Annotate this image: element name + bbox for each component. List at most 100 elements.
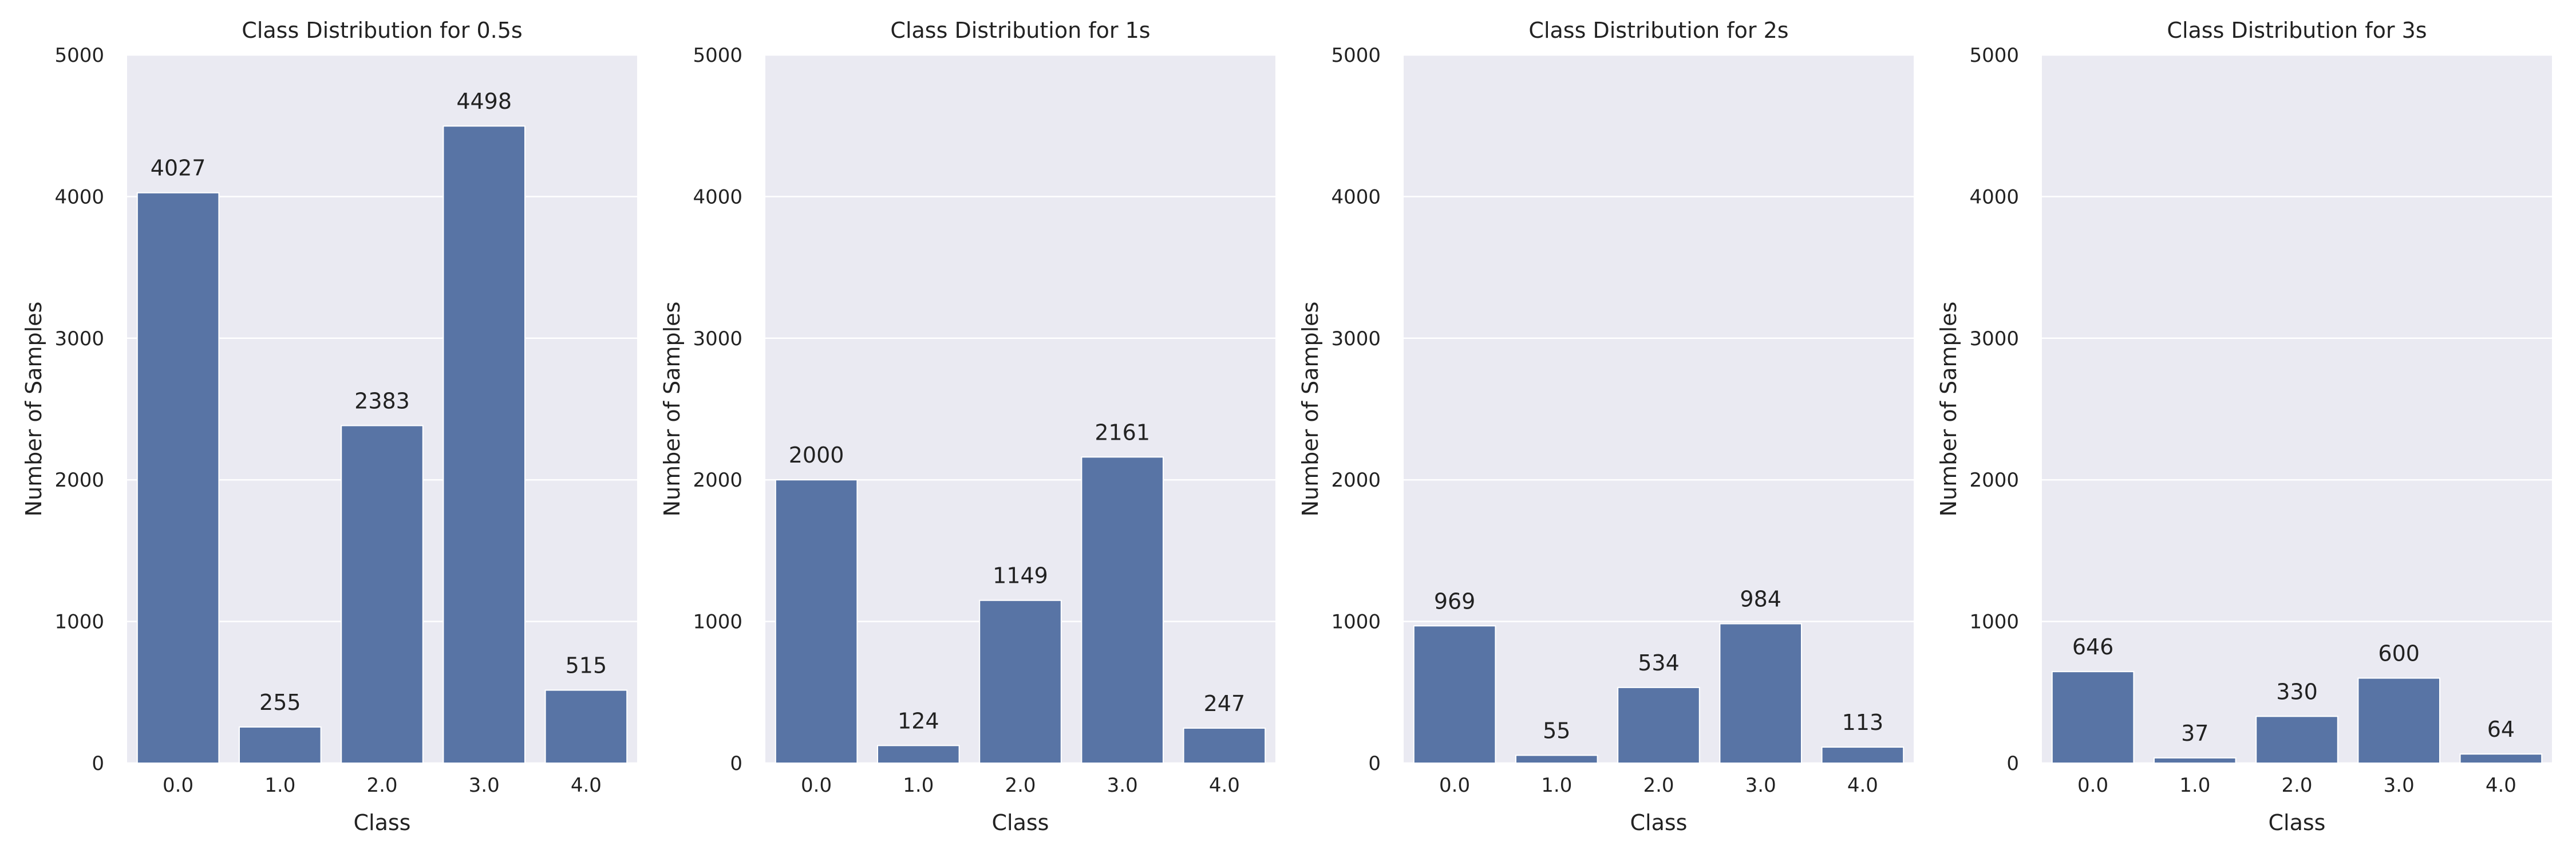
x-tick-label: 2.0 xyxy=(1643,774,1674,797)
data-label: 124 xyxy=(898,708,939,733)
y-tick-label: 3000 xyxy=(1331,327,1381,350)
bar xyxy=(2051,671,2135,764)
bar xyxy=(1617,686,1700,764)
x-tick-label: 3.0 xyxy=(1745,774,1776,797)
bar xyxy=(544,689,628,764)
y-tick-label: 4000 xyxy=(54,185,104,208)
x-tick-label: 0.0 xyxy=(1439,774,1470,797)
data-label: 2161 xyxy=(1095,420,1150,445)
data-label: 515 xyxy=(566,653,607,678)
bar xyxy=(341,425,424,764)
x-tick-label: 0.0 xyxy=(2077,774,2108,797)
y-tick-label: 1000 xyxy=(1331,611,1381,634)
bar xyxy=(877,745,960,764)
x-tick-label: 2.0 xyxy=(2281,774,2312,797)
y-tick-label: 5000 xyxy=(1969,44,2019,67)
bar xyxy=(1183,727,1266,764)
chart-title: Class Distribution for 2s xyxy=(1528,18,1788,43)
x-tick-label: 1.0 xyxy=(903,774,934,797)
y-tick-label: 3000 xyxy=(693,327,742,350)
y-tick-label: 4000 xyxy=(1331,185,1381,208)
y-axis-label: Number of Samples xyxy=(1936,302,1961,517)
data-label: 247 xyxy=(1204,691,1246,716)
bar xyxy=(239,726,322,764)
y-tick-label: 5000 xyxy=(1331,44,1381,67)
data-label: 55 xyxy=(1543,718,1570,743)
x-axis-label: Class xyxy=(354,810,411,835)
chart-title: Class Distribution for 3s xyxy=(2167,18,2427,43)
x-tick-label: 1.0 xyxy=(2179,774,2210,797)
data-label: 969 xyxy=(1434,589,1476,614)
x-tick-label: 1.0 xyxy=(1541,774,1572,797)
data-label: 4027 xyxy=(151,156,206,181)
y-tick-label: 5000 xyxy=(693,44,742,67)
bar xyxy=(775,479,858,764)
y-tick-label: 5000 xyxy=(54,44,104,67)
data-label: 4498 xyxy=(456,89,512,114)
bar xyxy=(2357,677,2440,764)
y-tick-label: 1000 xyxy=(693,611,742,634)
y-tick-label: 0 xyxy=(92,752,104,775)
chart-title: Class Distribution for 0.5s xyxy=(242,18,522,43)
x-axis-label: Class xyxy=(992,810,1049,835)
chart-panel-2: 0 1000 2000 3000 4000 5000 969 0.0 55 1.0 534 2.0 98… xyxy=(1298,18,1914,835)
x-tick-label: 3.0 xyxy=(469,774,500,797)
bar xyxy=(2255,716,2338,764)
y-tick-label: 3000 xyxy=(54,327,104,350)
x-axis-label: Class xyxy=(2269,810,2326,835)
bar xyxy=(442,125,526,764)
data-label: 646 xyxy=(2072,634,2114,659)
data-label: 534 xyxy=(1638,650,1680,676)
y-tick-label: 4000 xyxy=(693,185,742,208)
y-tick-label: 2000 xyxy=(54,469,104,492)
y-tick-label: 0 xyxy=(1368,752,1381,775)
y-tick-label: 0 xyxy=(2006,752,2019,775)
y-tick-label: 4000 xyxy=(1969,185,2019,208)
y-tick-label: 2000 xyxy=(1969,469,2019,492)
data-label: 984 xyxy=(1740,587,1781,612)
x-tick-label: 4.0 xyxy=(571,774,602,797)
bar xyxy=(2154,757,2237,764)
x-tick-label: 3.0 xyxy=(1107,774,1138,797)
x-tick-label: 0.0 xyxy=(801,774,832,797)
bar xyxy=(2459,753,2543,764)
x-tick-label: 2.0 xyxy=(1005,774,1036,797)
y-axis-label: Number of Samples xyxy=(1298,302,1323,517)
y-tick-label: 3000 xyxy=(1969,327,2019,350)
data-label: 255 xyxy=(259,690,301,715)
x-tick-label: 0.0 xyxy=(163,774,193,797)
data-label: 600 xyxy=(2378,641,2420,666)
chart-panel-0: 0 1000 2000 3000 4000 5000 4027 0.0 255 1.0 2383 2.… xyxy=(21,18,637,835)
x-tick-label: 3.0 xyxy=(2384,774,2415,797)
bar xyxy=(136,192,220,764)
y-tick-label: 2000 xyxy=(693,469,742,492)
y-tick-label: 2000 xyxy=(1331,469,1381,492)
chart-panel-1: 0 1000 2000 3000 4000 5000 2000 0.0 124 1.0 1149 2.… xyxy=(659,18,1275,835)
y-axis-label: Number of Samples xyxy=(659,302,685,517)
y-tick-label: 0 xyxy=(730,752,742,775)
data-label: 2383 xyxy=(354,388,410,413)
data-label: 37 xyxy=(2181,721,2208,746)
chart-title: Class Distribution for 1s xyxy=(890,18,1150,43)
bar xyxy=(1821,747,1905,764)
bar xyxy=(1515,755,1598,764)
bar xyxy=(1719,623,1802,764)
bar xyxy=(979,599,1062,764)
x-tick-label: 2.0 xyxy=(366,774,397,797)
plot-area xyxy=(2042,55,2552,763)
bar xyxy=(1081,456,1164,764)
y-axis-label: Number of Samples xyxy=(21,302,46,517)
data-label: 64 xyxy=(2487,717,2515,742)
bar xyxy=(1413,625,1496,764)
chart-panel-3: 0 1000 2000 3000 4000 5000 646 0.0 37 1.0 330 2.0 60… xyxy=(1936,18,2552,835)
data-label: 330 xyxy=(2276,679,2318,704)
x-axis-label: Class xyxy=(1630,810,1688,835)
x-tick-label: 4.0 xyxy=(2486,774,2516,797)
y-tick-label: 1000 xyxy=(54,611,104,634)
y-tick-label: 1000 xyxy=(1969,611,2019,634)
x-tick-label: 4.0 xyxy=(1209,774,1240,797)
x-tick-label: 4.0 xyxy=(1847,774,1878,797)
data-label: 1149 xyxy=(993,563,1048,589)
